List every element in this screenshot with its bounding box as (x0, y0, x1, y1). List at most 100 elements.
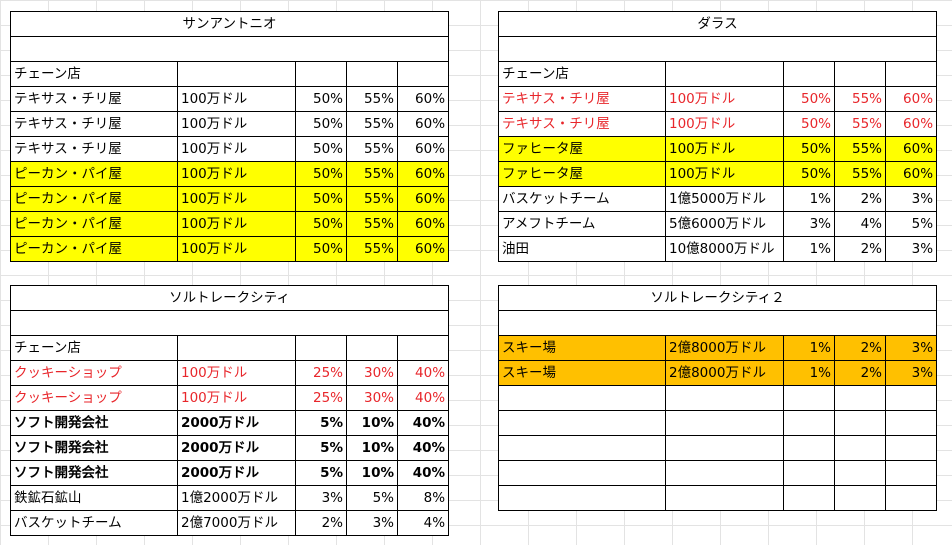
rate-cell[interactable] (884, 485, 938, 511)
name-cell[interactable]: テキサス・チリ屋 (10, 111, 178, 137)
rate-cell[interactable]: 2% (834, 186, 886, 212)
rate-cell[interactable]: 60% (884, 136, 938, 162)
rate-cell[interactable]: 25% (295, 385, 347, 411)
rate-cell[interactable]: 60% (396, 161, 450, 187)
rate-cell[interactable] (834, 410, 886, 436)
rate-cell[interactable]: 50% (783, 86, 835, 112)
name-cell[interactable]: バスケットチーム (498, 186, 666, 212)
rate-cell[interactable]: 55% (346, 136, 398, 162)
cost-cell[interactable]: 2000万ドル (177, 410, 296, 436)
rate-cell[interactable]: 60% (884, 161, 938, 187)
name-cell[interactable]: ソフト開発会社 (10, 435, 178, 461)
rate-cell[interactable]: 60% (396, 236, 450, 262)
cost-cell[interactable]: 100万ドル (665, 111, 784, 137)
empty-cell[interactable] (834, 61, 886, 87)
rate-cell[interactable]: 60% (396, 211, 450, 237)
rate-cell[interactable] (783, 435, 835, 461)
rate-cell[interactable] (834, 485, 886, 511)
name-cell[interactable]: スキー場 (498, 360, 666, 386)
empty-cell[interactable] (295, 61, 347, 87)
cost-cell[interactable]: 2億8000万ドル (665, 335, 784, 361)
rate-cell[interactable]: 60% (884, 86, 938, 112)
rate-cell[interactable]: 60% (396, 136, 450, 162)
rate-cell[interactable]: 60% (396, 186, 450, 212)
cost-cell[interactable] (665, 410, 784, 436)
name-cell[interactable]: ソフト開発会社 (10, 410, 178, 436)
rate-cell[interactable]: 10% (346, 460, 398, 486)
cost-cell[interactable]: 2億7000万ドル (177, 510, 296, 536)
rate-cell[interactable]: 50% (783, 161, 835, 187)
rate-cell[interactable]: 10% (346, 410, 398, 436)
rate-cell[interactable]: 55% (834, 111, 886, 137)
rate-cell[interactable]: 5% (295, 435, 347, 461)
rate-cell[interactable]: 50% (295, 236, 347, 262)
rate-cell[interactable] (834, 460, 886, 486)
empty-cell[interactable] (177, 335, 296, 361)
name-cell[interactable]: ピーカン・パイ屋 (10, 211, 178, 237)
rate-cell[interactable] (884, 385, 938, 411)
rate-cell[interactable]: 50% (295, 111, 347, 137)
name-cell[interactable]: ソフト開発会社 (10, 460, 178, 486)
empty-cell[interactable] (396, 61, 450, 87)
rate-cell[interactable]: 55% (346, 211, 398, 237)
cost-cell[interactable]: 100万ドル (177, 236, 296, 262)
name-cell[interactable]: ピーカン・パイ屋 (10, 236, 178, 262)
rate-cell[interactable] (834, 435, 886, 461)
cost-cell[interactable]: 100万ドル (665, 136, 784, 162)
cost-cell[interactable]: 100万ドル (665, 86, 784, 112)
empty-cell[interactable] (9, 36, 450, 62)
rate-cell[interactable]: 3% (783, 211, 835, 237)
empty-cell[interactable] (783, 61, 835, 87)
cost-cell[interactable] (665, 435, 784, 461)
cost-cell[interactable]: 100万ドル (177, 136, 296, 162)
rate-cell[interactable]: 40% (396, 410, 450, 436)
rate-cell[interactable]: 3% (884, 360, 938, 386)
name-cell[interactable] (498, 385, 666, 411)
rate-cell[interactable]: 55% (346, 161, 398, 187)
name-cell[interactable]: 油田 (498, 236, 666, 262)
rate-cell[interactable]: 60% (396, 111, 450, 137)
empty-cell[interactable] (884, 61, 938, 87)
cost-cell[interactable]: 2億8000万ドル (665, 360, 784, 386)
rate-cell[interactable]: 30% (346, 385, 398, 411)
rate-cell[interactable]: 40% (396, 460, 450, 486)
rate-cell[interactable]: 55% (834, 86, 886, 112)
empty-cell[interactable] (497, 310, 938, 336)
block-title[interactable]: ダラス (497, 11, 938, 37)
rate-cell[interactable]: 5% (346, 485, 398, 511)
name-cell[interactable]: バスケットチーム (10, 510, 178, 536)
subheader-cell[interactable]: チェーン店 (10, 335, 178, 361)
rate-cell[interactable]: 10% (346, 435, 398, 461)
name-cell[interactable] (498, 460, 666, 486)
block-title[interactable]: ソルトレークシティ (9, 285, 450, 311)
empty-cell[interactable] (295, 335, 347, 361)
rate-cell[interactable]: 3% (295, 485, 347, 511)
name-cell[interactable]: テキサス・チリ屋 (10, 86, 178, 112)
rate-cell[interactable]: 1% (783, 335, 835, 361)
cost-cell[interactable]: 100万ドル (177, 161, 296, 187)
empty-cell[interactable] (665, 61, 784, 87)
rate-cell[interactable]: 55% (346, 86, 398, 112)
rate-cell[interactable]: 55% (346, 186, 398, 212)
name-cell[interactable]: テキサス・チリ屋 (498, 111, 666, 137)
cost-cell[interactable]: 10億8000万ドル (665, 236, 784, 262)
cost-cell[interactable]: 1億2000万ドル (177, 485, 296, 511)
rate-cell[interactable]: 5% (884, 211, 938, 237)
empty-cell[interactable] (346, 335, 398, 361)
rate-cell[interactable]: 2% (295, 510, 347, 536)
name-cell[interactable]: クッキーショップ (10, 360, 178, 386)
rate-cell[interactable] (884, 410, 938, 436)
rate-cell[interactable]: 3% (884, 236, 938, 262)
name-cell[interactable] (498, 485, 666, 511)
cost-cell[interactable]: 2000万ドル (177, 460, 296, 486)
rate-cell[interactable]: 3% (346, 510, 398, 536)
rate-cell[interactable]: 3% (884, 335, 938, 361)
rate-cell[interactable]: 50% (295, 136, 347, 162)
rate-cell[interactable]: 3% (884, 186, 938, 212)
rate-cell[interactable]: 1% (783, 186, 835, 212)
rate-cell[interactable]: 55% (346, 111, 398, 137)
name-cell[interactable]: クッキーショップ (10, 385, 178, 411)
rate-cell[interactable]: 50% (295, 86, 347, 112)
cost-cell[interactable]: 100万ドル (177, 186, 296, 212)
cost-cell[interactable]: 100万ドル (177, 86, 296, 112)
